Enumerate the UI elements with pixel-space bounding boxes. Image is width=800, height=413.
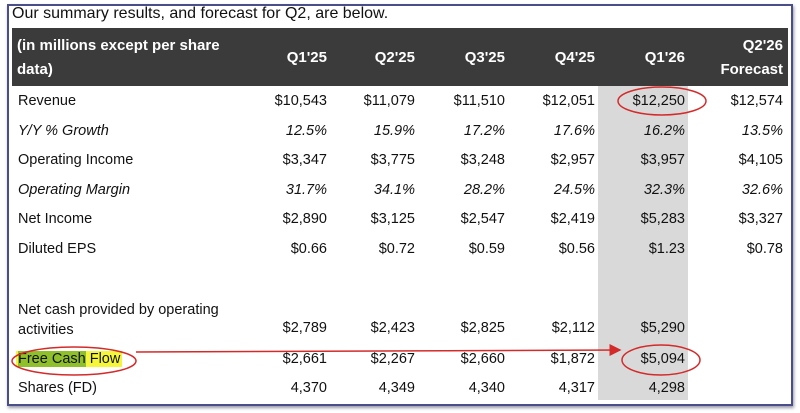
table-row-shares: Shares (FD) 4,370 4,349 4,340 4,317 4,29… bbox=[12, 374, 788, 403]
table-row: Net Income $2,890 $3,125 $2,547 $2,419 $5,283… bbox=[12, 205, 788, 234]
cell: $2,890 bbox=[282, 211, 327, 227]
table-row-ncfo: Net cash provided by operating activities… bbox=[12, 296, 788, 338]
cell: $0.59 bbox=[468, 240, 505, 257]
cell: $11,079 bbox=[363, 93, 415, 109]
circle-annotation-fcf-label bbox=[11, 346, 137, 376]
cell: $5,283 bbox=[640, 211, 685, 227]
label-part2: Flow bbox=[85, 351, 121, 367]
cell: 12.5% bbox=[285, 122, 327, 139]
cell: $2,419 bbox=[550, 211, 595, 227]
table-row: Y/Y % Growth 12.5% 15.9% 17.2% 17.6% 16.2% 13.… bbox=[12, 117, 788, 146]
cell: $12,250 bbox=[632, 93, 685, 109]
row-label: Revenue bbox=[18, 93, 77, 109]
cell: $5,094 bbox=[640, 351, 685, 367]
table-header: (in millions except per share data) Q1'25… bbox=[12, 28, 788, 86]
cell: 34.1% bbox=[373, 181, 415, 198]
column-header: Q2'25 bbox=[374, 49, 415, 66]
slide-frame bbox=[7, 4, 793, 406]
cell: $12,574 bbox=[730, 93, 783, 109]
cell: 28.2% bbox=[463, 181, 505, 198]
cell: $0.72 bbox=[378, 240, 415, 257]
forecast-line2: Forecast bbox=[720, 61, 783, 78]
cell: $1,872 bbox=[550, 351, 595, 367]
cell: 31.7% bbox=[285, 181, 327, 198]
label-line1: Net cash provided by operating bbox=[18, 302, 219, 318]
table-row: Operating Margin 31.7% 34.1% 28.2% 24.5% 32.3… bbox=[12, 176, 788, 205]
cell: 24.5% bbox=[553, 181, 595, 198]
cell: $3,125 bbox=[370, 211, 415, 227]
row-label: Y/Y % Growth bbox=[18, 122, 109, 139]
row-label-highlighted: Free Cash Flow bbox=[16, 351, 123, 367]
cell: $11,510 bbox=[453, 93, 505, 109]
column-header: Q1'26 bbox=[644, 49, 685, 66]
slide-title: Our summary results, and forecast for Q2… bbox=[12, 5, 389, 22]
cell: $2,957 bbox=[550, 152, 595, 168]
table-row: Operating Income $3,347 $3,775 $3,248 $2,957… bbox=[12, 146, 788, 175]
cell: 13.5% bbox=[741, 122, 783, 139]
circle-annotation-revenue bbox=[617, 86, 707, 116]
cell: $2,423 bbox=[370, 320, 415, 336]
cell: $2,547 bbox=[460, 211, 505, 227]
cell: $2,112 bbox=[551, 320, 595, 336]
arrow-annotation bbox=[135, 344, 622, 357]
row-label: Operating Income bbox=[18, 152, 134, 168]
cell: 17.2% bbox=[463, 122, 505, 139]
cell: 4,317 bbox=[558, 380, 595, 396]
cell: $2,789 bbox=[282, 320, 327, 336]
cell: $12,051 bbox=[542, 93, 595, 109]
cell: 16.2% bbox=[643, 122, 685, 139]
cell: $3,248 bbox=[460, 152, 505, 168]
cell: $2,267 bbox=[370, 351, 415, 367]
label-part1: Free Cash bbox=[18, 351, 86, 367]
cell: $5,290 bbox=[640, 320, 685, 336]
cell: $1.23 bbox=[648, 240, 685, 257]
cell: $3,327 bbox=[738, 211, 783, 227]
cell: $2,825 bbox=[460, 320, 505, 336]
cell: $4,105 bbox=[738, 152, 783, 168]
forecast-line1: Q2'26 bbox=[742, 37, 783, 54]
row-label: Shares (FD) bbox=[18, 380, 97, 396]
header-label: (in millions except per share data) bbox=[17, 34, 247, 82]
cell: 15.9% bbox=[373, 122, 415, 139]
cell: $0.56 bbox=[558, 240, 595, 257]
cell: 4,298 bbox=[648, 380, 685, 396]
circle-annotation-fcf-value bbox=[621, 344, 701, 376]
label-line2: activities bbox=[18, 322, 74, 338]
cell: $2,661 bbox=[282, 351, 327, 367]
column-header: Q1'25 bbox=[286, 49, 327, 66]
row-label: Operating Margin bbox=[18, 181, 131, 198]
column-header: Q4'25 bbox=[554, 49, 595, 66]
column-header: Q3'25 bbox=[464, 49, 505, 66]
cell: $3,957 bbox=[640, 152, 685, 168]
table-row: Diluted EPS $0.66 $0.72 $0.59 $0.56 $1.23 $0.7… bbox=[12, 235, 788, 264]
row-label: Net cash provided by operating activities bbox=[18, 300, 219, 340]
header-label-line2: data) bbox=[17, 61, 53, 78]
header-label-line1: (in millions except per share bbox=[17, 37, 220, 54]
cell: $10,543 bbox=[274, 93, 327, 109]
cell: $0.78 bbox=[746, 240, 783, 257]
row-label: Net Income bbox=[18, 211, 93, 227]
table-row-fcf: Free Cash Flow $2,661 $2,267 $2,660 $1,8… bbox=[12, 345, 788, 374]
cell: 32.3% bbox=[643, 181, 685, 198]
cell: 4,370 bbox=[290, 380, 327, 396]
cell: 32.6% bbox=[741, 181, 783, 198]
forecast-column-header: Q2'26 Forecast bbox=[703, 34, 783, 82]
table-row: Revenue $10,543 $11,079 $11,510 $12,051 $12,2… bbox=[12, 87, 788, 116]
cell: 4,349 bbox=[378, 380, 415, 396]
cell: $3,347 bbox=[282, 152, 327, 168]
cell: $3,775 bbox=[370, 152, 415, 168]
cell: 17.6% bbox=[553, 122, 595, 139]
cell: $0.66 bbox=[290, 240, 327, 257]
row-label: Diluted EPS bbox=[18, 240, 97, 257]
cell: 4,340 bbox=[468, 380, 505, 396]
cell: $2,660 bbox=[460, 351, 505, 367]
